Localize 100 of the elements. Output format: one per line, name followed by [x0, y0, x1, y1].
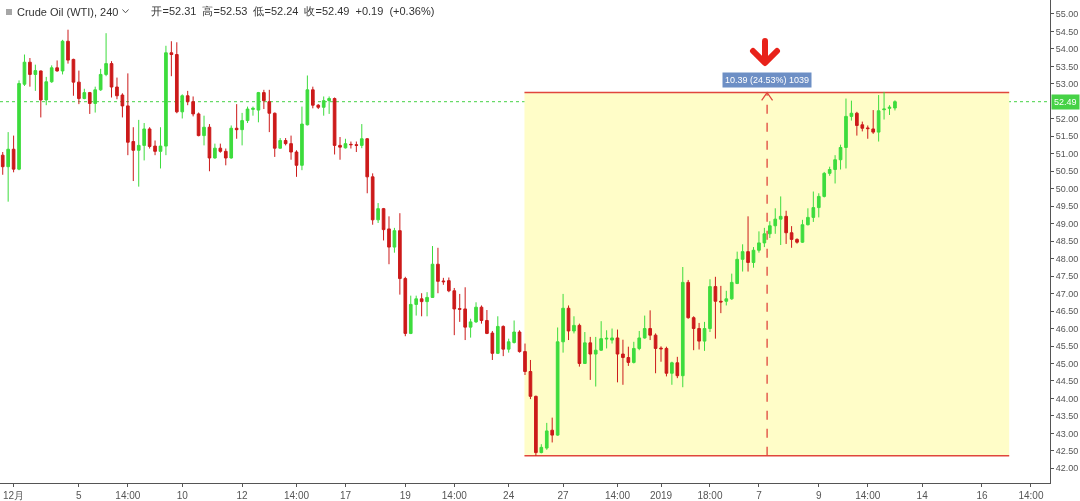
- candlestick: [38, 70, 43, 118]
- x-tick-label: 14:00: [855, 490, 881, 501]
- x-tick-label: 10: [176, 490, 189, 501]
- candlestick: [234, 103, 239, 140]
- band-label: 10.39 (24.53%) 1039: [725, 75, 810, 85]
- candlestick: [278, 137, 283, 150]
- y-tick-label: 44.00: [1055, 393, 1079, 404]
- candlestick: [784, 210, 788, 245]
- candlestick: [583, 331, 587, 365]
- candlestick: [670, 361, 674, 386]
- y-tick-label: 54.00: [1055, 44, 1079, 55]
- x-tick-label: 2019: [649, 490, 673, 501]
- y-tick-label: 44.50: [1055, 376, 1079, 387]
- candlestick: [534, 395, 538, 457]
- y-tick-label: 54.50: [1055, 26, 1079, 37]
- candlestick: [33, 64, 38, 92]
- text: 开=52.31 高=52.53 低=52.24 收=52.49 +0.19 (+0.36%): [151, 4, 435, 19]
- y-tick-label: 45.00: [1055, 358, 1079, 369]
- y-tick-label: 48.00: [1055, 253, 1079, 264]
- x-tick-label: 14:00: [283, 490, 310, 501]
- y-tick-label: 53.00: [1055, 79, 1079, 90]
- candlestick: [158, 126, 163, 169]
- candlestick: [169, 40, 174, 77]
- candlestick: [202, 115, 206, 146]
- y-tick-label: 42.00: [1055, 463, 1079, 474]
- y-tick-label: 48.50: [1055, 236, 1079, 247]
- x-tick-label: 14:00: [604, 490, 631, 501]
- y-tick-label: 43.00: [1055, 428, 1079, 439]
- candlestick: [196, 112, 201, 137]
- candlestick: [577, 323, 582, 368]
- candlestick: [550, 417, 555, 443]
- candlestick: [60, 39, 65, 75]
- candlestick: [55, 59, 59, 73]
- candlestick: [240, 112, 244, 146]
- candlestick: [740, 243, 745, 273]
- candlestick: [174, 41, 179, 114]
- x-tick-label: 14:00: [115, 490, 141, 501]
- candlestick: [719, 285, 723, 314]
- y-tick-label: 49.50: [1055, 201, 1079, 212]
- x-tick-label: 16: [976, 490, 988, 501]
- candlestick: [686, 279, 691, 320]
- x-tick-label: 12月: [3, 490, 25, 501]
- y-tick-label: 55.00: [1055, 9, 1079, 20]
- y-tick-label: 45.50: [1055, 341, 1079, 352]
- candlestick: [28, 57, 32, 88]
- candlestick: [343, 138, 348, 150]
- candlestick: [419, 292, 424, 317]
- candlestick: [267, 89, 272, 133]
- x-tick-label: 14:00: [441, 490, 468, 501]
- candlestick: [180, 93, 185, 119]
- candlestick: [49, 64, 54, 84]
- candlestick: [544, 422, 549, 451]
- x-tick-label: 14: [916, 490, 929, 501]
- candlestick: [365, 137, 370, 194]
- candlestick: [392, 227, 397, 254]
- candlestick: [0, 151, 5, 176]
- text: Crude Oil (WTI), 240: [17, 5, 119, 18]
- y-tick-label: 50.00: [1055, 183, 1079, 194]
- candlestick: [229, 124, 234, 160]
- candlestick: [800, 219, 805, 244]
- candlestick: [262, 89, 266, 110]
- candlestick: [82, 88, 87, 100]
- y-tick-label: 47.50: [1055, 271, 1079, 282]
- x-tick-label: 17: [339, 490, 352, 501]
- x-tick-label: 9: [816, 490, 822, 501]
- candlestick: [218, 143, 223, 154]
- candlestick: [675, 356, 680, 379]
- candlestick: [359, 123, 364, 149]
- candlestick: [223, 148, 228, 166]
- y-tick-label: 49.00: [1055, 218, 1079, 229]
- candlestick: [887, 104, 892, 116]
- candlestick: [876, 94, 881, 143]
- candlestick: [566, 304, 571, 341]
- candlestick: [648, 309, 652, 341]
- candlestick: [425, 291, 429, 317]
- y-tick-label: 53.50: [1055, 61, 1079, 72]
- candlestick: [572, 315, 576, 334]
- candlestick: [713, 276, 718, 340]
- x-tick-label: 24: [503, 490, 515, 501]
- candlestick: [642, 315, 647, 340]
- candlestick: [17, 79, 21, 171]
- candlestick: [11, 135, 16, 173]
- x-tick-label: 12: [236, 490, 249, 501]
- candlestick: [495, 315, 500, 355]
- candlestick: [6, 131, 10, 203]
- candlestick: [724, 290, 729, 306]
- candlestick: [430, 245, 435, 299]
- candlestick: [213, 143, 217, 160]
- y-tick-label: 46.00: [1055, 323, 1079, 334]
- candlestick: [746, 215, 750, 273]
- y-tick-label: 43.50: [1055, 411, 1079, 422]
- x-tick-label: 5: [76, 490, 83, 501]
- candlestick: [207, 123, 212, 172]
- x-tick-label: 14:00: [1018, 490, 1044, 501]
- ref-line-label: 52.49: [1054, 97, 1077, 107]
- candlestick: [272, 112, 277, 158]
- candlestick: [376, 202, 380, 224]
- x-tick-label: 27: [557, 490, 570, 501]
- y-tick-label: 51.00: [1055, 148, 1079, 159]
- candlestick: [615, 329, 620, 383]
